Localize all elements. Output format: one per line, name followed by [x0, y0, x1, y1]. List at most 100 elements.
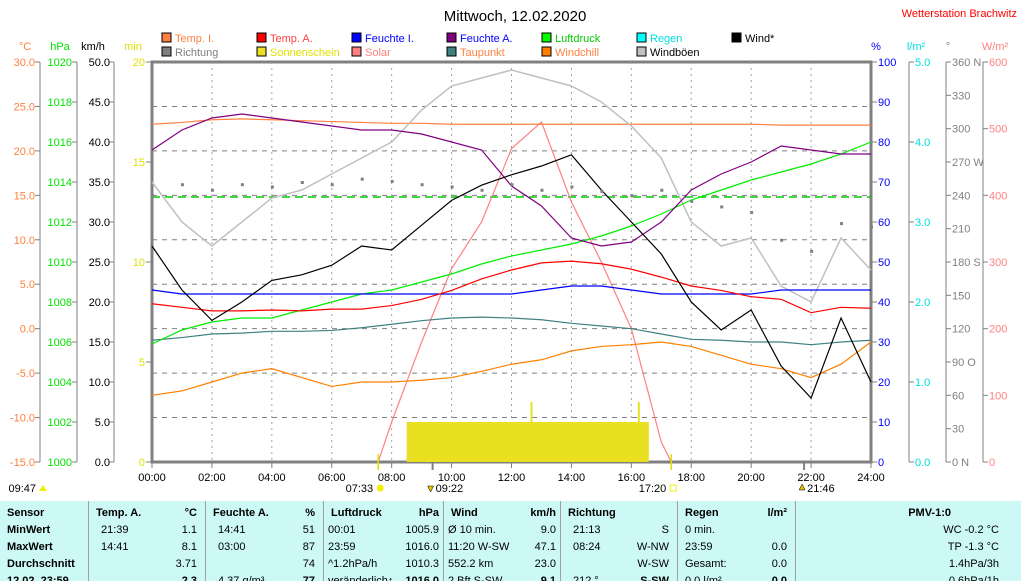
table-header: Sensor	[7, 507, 45, 519]
table-cell-value: 74	[302, 558, 315, 570]
axis-tick-label-dir: 270 W	[952, 157, 984, 169]
direction-dot	[510, 183, 514, 187]
sunrise-icon	[376, 484, 384, 492]
table-cell-value: 9.1	[540, 575, 556, 581]
axis-tick-label-hum: 60	[878, 217, 890, 229]
table-header-unit: l/m²	[767, 507, 787, 519]
axis-tick-label-wind: 25.0	[89, 257, 110, 269]
axis-tick-label-wind: 10.0	[89, 377, 110, 389]
legend-swatch	[161, 46, 172, 57]
table-cell-label: 23:59	[685, 541, 713, 553]
direction-dot	[870, 225, 873, 229]
axis-tick-label-dir: 330	[952, 90, 970, 102]
axis-tick-label-press: 1016	[48, 137, 72, 149]
direction-dot	[450, 185, 454, 189]
x-axis-tick-label: 08:00	[378, 472, 406, 484]
table-cell-value: W-SW	[637, 558, 669, 570]
table-column-6: Regen l/m² 0 min. 23:59 0.0 Gesamt: 0.0 0.0 l/m…	[677, 501, 795, 581]
x-axis-tick-label: 06:00	[318, 472, 346, 484]
axis-tick-label-dir: 210	[952, 224, 970, 236]
direction-dot	[210, 188, 214, 192]
axis-tick-label-hum: 30	[878, 337, 890, 349]
axis-unit-solar: W/m²	[982, 41, 1009, 53]
legend-item-windböen: Windböen	[636, 46, 700, 59]
table-cell-value: 0.0	[771, 575, 787, 581]
x-axis-tick-label: 14:00	[558, 472, 586, 484]
table-cell-label: 0.0 l/m²	[685, 575, 722, 581]
series-line-feuchte-i	[151, 285, 871, 295]
legend-item-solar: Solar	[351, 46, 391, 59]
table-cell-value: 1016.0	[405, 541, 439, 553]
table-column-5: Richtung 21:13 S 08:24 W-NW W-SW 212 ° S-SW	[560, 501, 677, 581]
axis-tick-label-temp: -5.0	[16, 368, 35, 380]
table-cell-value: 0.0	[771, 541, 787, 553]
legend-item-richtung: Richtung	[161, 46, 218, 59]
legend-item-wind-: Wind*	[731, 32, 775, 45]
axis-tick-label-press: 1012	[48, 217, 72, 229]
axis-tick-label-wind: 35.0	[89, 177, 110, 189]
station-name: Wetterstation Brachwitz	[902, 8, 1017, 20]
table-header-unit: °C	[184, 507, 197, 519]
axis-tick-label-sun: 5	[139, 357, 145, 369]
legend-label: Temp. A.	[270, 33, 313, 45]
direction-dot	[270, 185, 274, 189]
legend-item-feuchte-i-: Feuchte I.	[351, 32, 414, 45]
legend-swatch	[731, 32, 742, 43]
axis-unit-temp: °C	[19, 41, 31, 53]
direction-dot	[300, 181, 304, 184]
table-cell-label: 4.37 g/m³	[218, 575, 265, 581]
table-cell-value: 77	[302, 575, 315, 581]
axis-tick-label-press: 1014	[48, 177, 72, 189]
table-cell-value: 0.6hPa/1h	[948, 575, 999, 581]
direction-dot	[600, 189, 604, 193]
table-cell-value: 3.71	[175, 558, 197, 570]
table-cell-label: 0 min.	[685, 524, 715, 536]
table-cell-value: 1016.0	[405, 575, 439, 581]
legend-swatch	[446, 46, 457, 57]
axis-tick-label-rain: 0.0	[915, 457, 930, 469]
axis-tick-label-temp: -15.0	[10, 457, 35, 469]
table-cell-value: 2.3	[181, 575, 197, 581]
legend-item-temp-a-: Temp. A.	[256, 32, 313, 45]
table-column-7: PMV-1:0 WC -0.2 °C TP -1.3 °C 1.4hPa/3h 0.6h…	[795, 501, 1021, 581]
axis-tick-label-dir: 180 S	[952, 257, 981, 269]
sunshine-bar	[406, 422, 649, 462]
axis-tick-label-dir: 0 N	[952, 457, 969, 469]
x-axis-tick-label: 22:00	[797, 472, 825, 484]
direction-dot	[690, 199, 694, 203]
sunrise-time: 07:33	[346, 483, 374, 495]
table-cell-label: 21:39	[101, 524, 129, 536]
axis-unit-rain: l/m²	[907, 41, 926, 53]
table-cell-label: 14:41	[218, 524, 246, 536]
moonrise-icon	[798, 483, 806, 491]
legend-item-temp-i-: Temp. I.	[161, 32, 214, 45]
table-column-3: Luftdruck hPa 00:01 1005.9 23:59 1016.0 ^1.2hP…	[323, 501, 443, 581]
axis-tick-label-rain: 3.0	[915, 217, 930, 229]
x-axis-tick-label: 00:00	[138, 472, 166, 484]
table-header-unit: km/h	[530, 507, 556, 519]
axis-tick-label-solar: 100	[989, 390, 1007, 402]
axis-tick-label-temp: 5.0	[20, 279, 35, 291]
weather-chart: Mittwoch, 12.02.2020 Wetterstation Brachw…	[8, 8, 1017, 495]
legend-label: Sonnenschein	[270, 47, 340, 59]
legend-swatch	[636, 32, 647, 43]
series-line-wind	[151, 154, 872, 400]
axis-unit-wind: km/h	[81, 41, 105, 53]
table-cell-value: 51	[302, 524, 315, 536]
axis-tick-label-hum: 80	[878, 137, 890, 149]
table-header: Regen	[685, 507, 719, 519]
axis-tick-label-press: 1008	[48, 297, 72, 309]
axis-tick-label-hum: 40	[878, 297, 890, 309]
legend-item-luftdruck: Luftdruck	[541, 32, 601, 45]
axis-tick-label-solar: 300	[989, 257, 1007, 269]
axis-tick-label-temp: 20.0	[14, 146, 35, 158]
table-cell-label: 212 °	[573, 575, 599, 581]
series-line-luftdruck	[151, 141, 872, 345]
axis-tick-label-sun: 0	[139, 457, 145, 469]
table-cell-label: 03:00	[218, 541, 246, 553]
legend-item-regen: Regen	[636, 32, 682, 45]
x-axis-tick-label: 12:00	[498, 472, 526, 484]
table-cell-label: 12.02. 23:59	[7, 575, 69, 581]
axis-tick-label-dir: 360 N	[952, 57, 981, 69]
sunset-icon	[669, 484, 677, 492]
